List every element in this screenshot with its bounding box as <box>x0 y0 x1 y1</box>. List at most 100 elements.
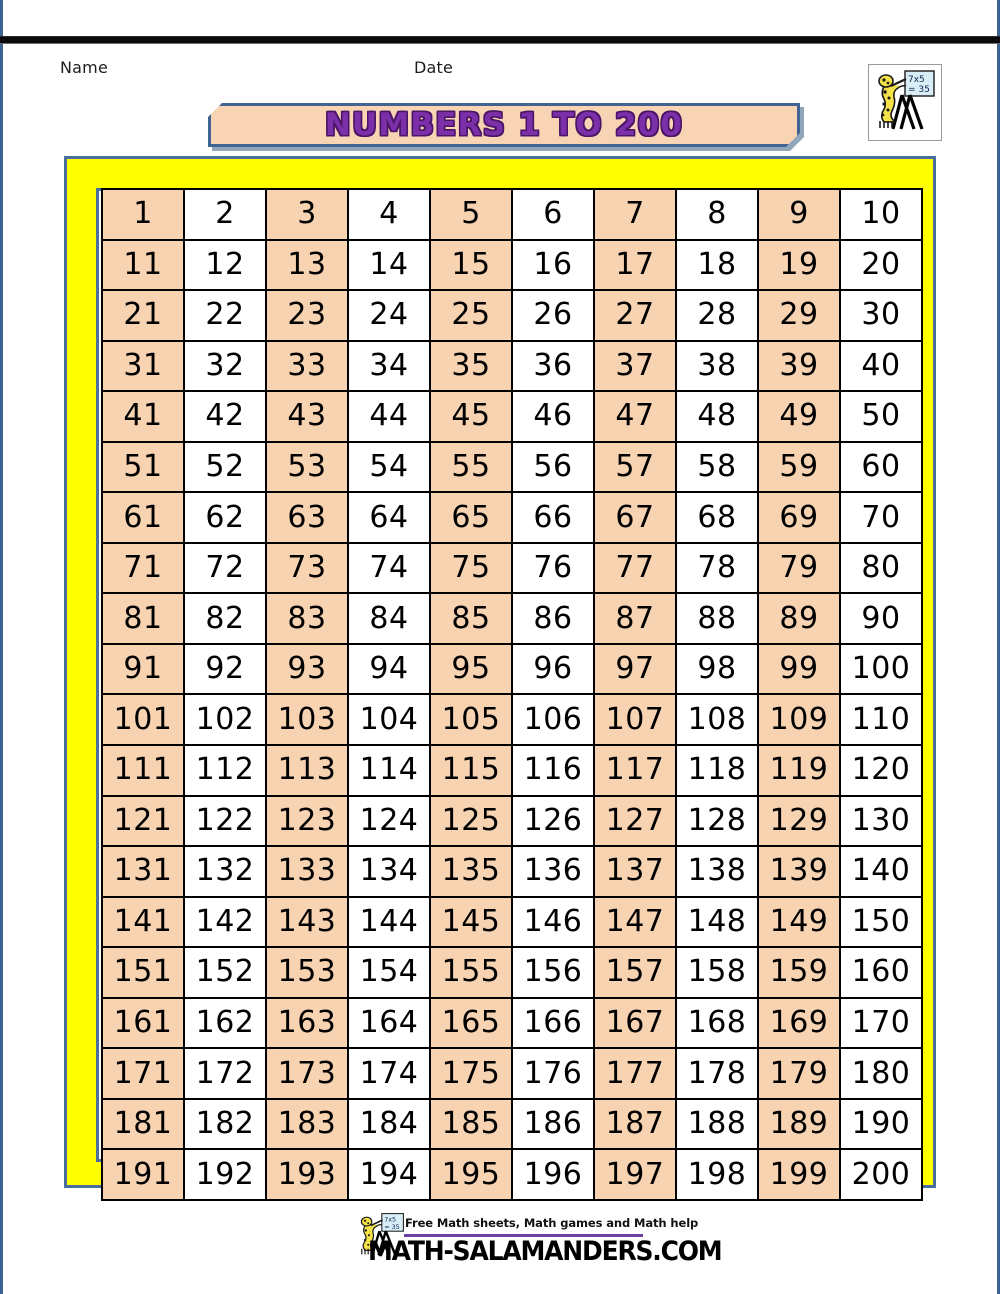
grid-cell[interactable]: 133 <box>265 845 349 898</box>
grid-cell[interactable]: 97 <box>593 642 677 696</box>
grid-cell[interactable]: 124 <box>347 794 431 848</box>
grid-cell[interactable]: 125 <box>429 794 513 848</box>
grid-cell[interactable]: 113 <box>265 744 349 797</box>
grid-cell[interactable]: 164 <box>347 996 431 1050</box>
grid-cell[interactable]: 130 <box>839 794 923 848</box>
grid-cell[interactable]: 145 <box>429 895 513 949</box>
grid-cell[interactable]: 156 <box>511 946 595 999</box>
grid-cell[interactable]: 85 <box>429 592 513 645</box>
grid-cell[interactable]: 11 <box>101 238 185 292</box>
grid-cell[interactable]: 110 <box>839 693 923 747</box>
grid-cell[interactable]: 139 <box>757 845 841 898</box>
grid-cell[interactable]: 117 <box>593 744 677 797</box>
grid-cell[interactable]: 15 <box>429 238 513 292</box>
grid-cell[interactable]: 32 <box>183 339 267 393</box>
grid-cell[interactable]: 159 <box>757 946 841 999</box>
grid-cell[interactable]: 114 <box>347 744 431 797</box>
grid-cell[interactable]: 41 <box>101 390 185 443</box>
grid-cell[interactable]: 194 <box>347 1148 431 1201</box>
grid-cell[interactable]: 29 <box>757 289 841 342</box>
grid-cell[interactable]: 26 <box>511 289 595 342</box>
grid-cell[interactable]: 174 <box>347 1047 431 1100</box>
grid-cell[interactable]: 195 <box>429 1148 513 1201</box>
grid-cell[interactable]: 58 <box>675 440 759 494</box>
grid-cell[interactable]: 56 <box>511 440 595 494</box>
grid-cell[interactable]: 52 <box>183 440 267 494</box>
grid-cell[interactable]: 31 <box>101 339 185 393</box>
grid-cell[interactable]: 134 <box>347 845 431 898</box>
grid-cell[interactable]: 61 <box>101 491 185 544</box>
grid-cell[interactable]: 153 <box>265 946 349 999</box>
grid-cell[interactable]: 158 <box>675 946 759 999</box>
grid-cell[interactable]: 106 <box>511 693 595 747</box>
grid-cell[interactable]: 72 <box>183 541 267 595</box>
grid-cell[interactable]: 69 <box>757 491 841 544</box>
grid-cell[interactable]: 73 <box>265 541 349 595</box>
grid-cell[interactable]: 200 <box>839 1148 923 1201</box>
grid-cell[interactable]: 63 <box>265 491 349 544</box>
grid-cell[interactable]: 95 <box>429 642 513 696</box>
grid-cell[interactable]: 94 <box>347 642 431 696</box>
grid-cell[interactable]: 10 <box>839 188 923 241</box>
grid-cell[interactable]: 193 <box>265 1148 349 1201</box>
grid-cell[interactable]: 140 <box>839 845 923 898</box>
grid-cell[interactable]: 25 <box>429 289 513 342</box>
grid-cell[interactable]: 82 <box>183 592 267 645</box>
grid-cell[interactable]: 169 <box>757 996 841 1050</box>
grid-cell[interactable]: 21 <box>101 289 185 342</box>
grid-cell[interactable]: 93 <box>265 642 349 696</box>
grid-cell[interactable]: 5 <box>429 188 513 241</box>
grid-cell[interactable]: 150 <box>839 895 923 949</box>
grid-cell[interactable]: 149 <box>757 895 841 949</box>
grid-cell[interactable]: 6 <box>511 188 595 241</box>
grid-cell[interactable]: 55 <box>429 440 513 494</box>
grid-cell[interactable]: 54 <box>347 440 431 494</box>
grid-cell[interactable]: 186 <box>511 1097 595 1151</box>
grid-cell[interactable]: 127 <box>593 794 677 848</box>
grid-cell[interactable]: 33 <box>265 339 349 393</box>
grid-cell[interactable]: 115 <box>429 744 513 797</box>
grid-cell[interactable]: 1 <box>101 188 185 241</box>
grid-cell[interactable]: 109 <box>757 693 841 747</box>
grid-cell[interactable]: 62 <box>183 491 267 544</box>
grid-cell[interactable]: 96 <box>511 642 595 696</box>
grid-cell[interactable]: 24 <box>347 289 431 342</box>
grid-cell[interactable]: 64 <box>347 491 431 544</box>
grid-cell[interactable]: 192 <box>183 1148 267 1201</box>
grid-cell[interactable]: 167 <box>593 996 677 1050</box>
grid-cell[interactable]: 2 <box>183 188 267 241</box>
grid-cell[interactable]: 60 <box>839 440 923 494</box>
grid-cell[interactable]: 42 <box>183 390 267 443</box>
grid-cell[interactable]: 199 <box>757 1148 841 1201</box>
grid-cell[interactable]: 143 <box>265 895 349 949</box>
grid-cell[interactable]: 136 <box>511 845 595 898</box>
grid-cell[interactable]: 148 <box>675 895 759 949</box>
grid-cell[interactable]: 190 <box>839 1097 923 1151</box>
grid-cell[interactable]: 49 <box>757 390 841 443</box>
grid-cell[interactable]: 101 <box>101 693 185 747</box>
grid-cell[interactable]: 107 <box>593 693 677 747</box>
grid-cell[interactable]: 196 <box>511 1148 595 1201</box>
grid-cell[interactable]: 155 <box>429 946 513 999</box>
grid-cell[interactable]: 129 <box>757 794 841 848</box>
grid-cell[interactable]: 160 <box>839 946 923 999</box>
grid-cell[interactable]: 67 <box>593 491 677 544</box>
grid-cell[interactable]: 108 <box>675 693 759 747</box>
grid-cell[interactable]: 88 <box>675 592 759 645</box>
grid-cell[interactable]: 162 <box>183 996 267 1050</box>
grid-cell[interactable]: 188 <box>675 1097 759 1151</box>
grid-cell[interactable]: 7 <box>593 188 677 241</box>
grid-cell[interactable]: 17 <box>593 238 677 292</box>
grid-cell[interactable]: 138 <box>675 845 759 898</box>
grid-cell[interactable]: 163 <box>265 996 349 1050</box>
grid-cell[interactable]: 86 <box>511 592 595 645</box>
grid-cell[interactable]: 122 <box>183 794 267 848</box>
grid-cell[interactable]: 44 <box>347 390 431 443</box>
grid-cell[interactable]: 77 <box>593 541 677 595</box>
grid-cell[interactable]: 104 <box>347 693 431 747</box>
grid-cell[interactable]: 39 <box>757 339 841 393</box>
grid-cell[interactable]: 84 <box>347 592 431 645</box>
grid-cell[interactable]: 178 <box>675 1047 759 1100</box>
grid-cell[interactable]: 71 <box>101 541 185 595</box>
grid-cell[interactable]: 170 <box>839 996 923 1050</box>
